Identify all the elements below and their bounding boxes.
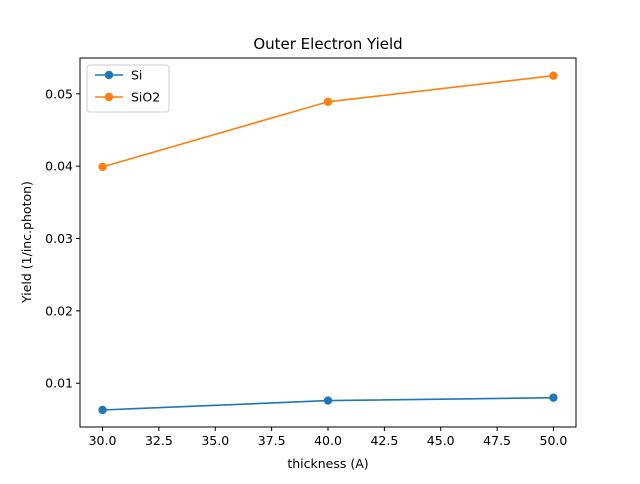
legend-box (86, 64, 170, 113)
data-point-sio2 (98, 162, 107, 172)
x-tick-label: 40.0 (314, 433, 342, 448)
y-tick-label: 0.05 (45, 86, 73, 101)
y-tick-label: 0.04 (45, 159, 73, 174)
data-point-si (323, 396, 333, 405)
chart-title: Outer Electron Yield (253, 35, 402, 53)
x-tick-label: 32.5 (145, 433, 173, 448)
x-tick-label: 42.5 (370, 433, 398, 448)
data-point-sio2 (549, 71, 558, 80)
axes-frame (79, 57, 577, 428)
legend: Si SiO2 (86, 64, 170, 113)
legend-label-sio2: SiO2 (131, 90, 160, 105)
data-point-si (549, 393, 558, 402)
x-tick-label: 30.0 (89, 433, 117, 448)
legend-marker-sio2 (104, 92, 114, 102)
series-line-sio2 (102, 74, 554, 168)
x-axis-label: thickness (A) (287, 456, 368, 471)
data-point-si (98, 405, 107, 415)
x-tick-label: 35.0 (201, 433, 229, 448)
y-axis-label: Yield (1/inc.photon) (19, 181, 34, 304)
x-tick-label: 50.0 (540, 433, 568, 448)
x-tick-label: 37.5 (258, 433, 286, 448)
data-point-sio2 (323, 97, 333, 106)
y-tick-label: 0.03 (45, 231, 73, 246)
legend-marker-si (104, 70, 114, 80)
y-tick-label: 0.01 (45, 376, 73, 391)
plot-area: 30.0 32.5 35.0 37.5 40.0 42.5 45.0 47.5 50.0 0.01… (45, 71, 568, 448)
x-tick-label: 47.5 (483, 433, 511, 448)
legend-label-si: Si (131, 68, 142, 83)
x-tick-label: 45.0 (427, 433, 455, 448)
y-tick-label: 0.02 (45, 303, 73, 318)
